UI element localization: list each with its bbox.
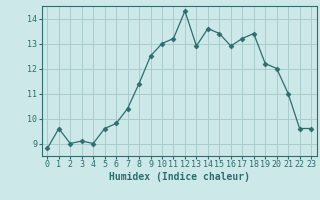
X-axis label: Humidex (Indice chaleur): Humidex (Indice chaleur): [109, 172, 250, 182]
